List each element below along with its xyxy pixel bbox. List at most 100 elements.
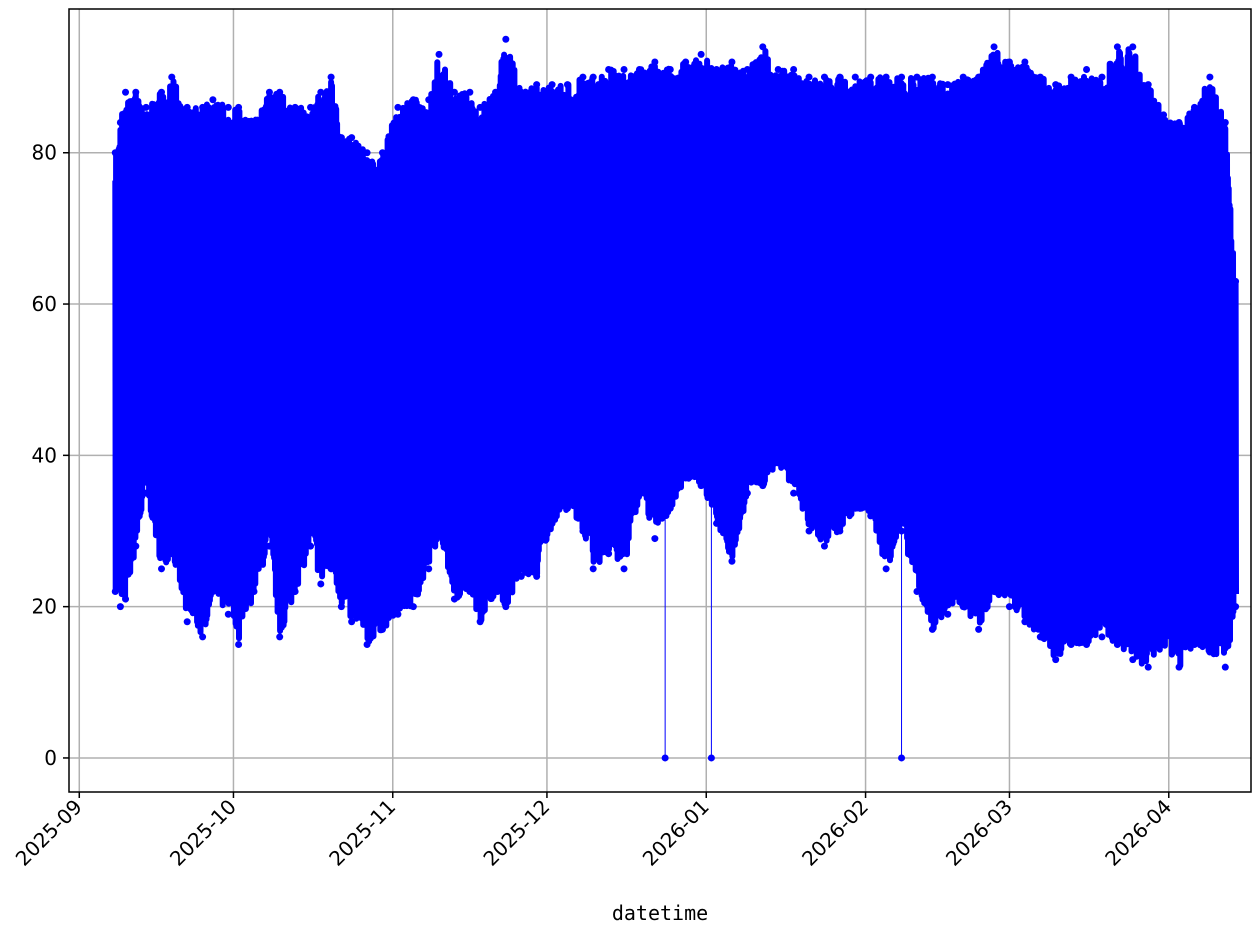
data-point-max xyxy=(1021,58,1029,66)
data-point-max xyxy=(913,73,921,81)
data-point-min xyxy=(394,610,402,618)
data-point-min xyxy=(1052,656,1060,664)
data-point-min xyxy=(605,550,613,558)
data-point-min xyxy=(851,504,859,512)
data-point-min xyxy=(913,588,921,596)
data-point-min xyxy=(450,595,458,603)
data-point-max xyxy=(1175,118,1183,126)
data-point-max xyxy=(836,73,844,81)
axes-frame xyxy=(68,8,1252,793)
data-point-max xyxy=(697,50,705,58)
data-point-max xyxy=(1083,66,1091,74)
data-point-max xyxy=(944,81,952,89)
x-tick-label: 2025-11 xyxy=(324,795,400,871)
data-point-max xyxy=(363,149,371,157)
data-point-max xyxy=(635,66,643,74)
data-point-max xyxy=(265,88,273,96)
data-point-min xyxy=(975,625,983,633)
data-point-max xyxy=(589,73,597,81)
data-point-max xyxy=(1144,81,1152,89)
data-point-min xyxy=(1206,648,1214,656)
data-point-min xyxy=(1083,640,1091,648)
data-point-max xyxy=(378,149,386,157)
data-point-min xyxy=(959,603,967,611)
data-point-min xyxy=(1175,663,1183,671)
outlier-point xyxy=(707,754,715,762)
data-point-min xyxy=(409,603,417,611)
data-point-min xyxy=(1232,603,1240,611)
data-point-max xyxy=(1232,277,1240,285)
data-point-max xyxy=(867,73,875,81)
data-point-max xyxy=(666,66,674,74)
data-point-max xyxy=(928,73,936,81)
data-point-max xyxy=(409,96,417,104)
data-point-max xyxy=(348,134,356,142)
data-point-max xyxy=(168,73,176,81)
data-point-min xyxy=(579,527,587,535)
data-point-min xyxy=(348,618,356,626)
outlier-point xyxy=(661,754,669,762)
data-point-min xyxy=(168,550,176,558)
outlier-point xyxy=(898,754,906,762)
data-point-max xyxy=(122,88,130,96)
data-point-min xyxy=(743,489,751,497)
data-point-min xyxy=(276,633,284,641)
data-point-max xyxy=(959,73,967,81)
y-tick-label: 0 xyxy=(44,746,57,770)
data-point-max xyxy=(291,103,299,111)
data-point-min xyxy=(944,610,952,618)
data-point-min xyxy=(1160,640,1168,648)
data-point-max xyxy=(605,66,613,74)
data-point-max xyxy=(502,35,510,43)
data-point-max xyxy=(1067,73,1075,81)
data-point-max xyxy=(563,81,571,89)
data-point-max xyxy=(337,134,345,142)
data-point-min xyxy=(563,504,571,512)
data-point-min xyxy=(928,625,936,633)
data-point-max xyxy=(142,103,150,111)
data-point-max xyxy=(466,88,474,96)
x-tick-label: 2026-02 xyxy=(797,795,873,871)
data-point-min xyxy=(1221,663,1229,671)
data-point-min xyxy=(224,610,232,618)
data-point-max xyxy=(682,58,690,66)
data-point-max xyxy=(435,50,443,58)
data-point-min xyxy=(307,542,315,550)
data-point-min xyxy=(882,565,890,573)
data-point-max xyxy=(517,88,525,96)
data-point-max xyxy=(492,88,500,96)
data-point-min xyxy=(728,557,736,565)
data-point-max xyxy=(276,88,284,96)
data-point-min xyxy=(111,588,119,596)
data-point-max xyxy=(620,66,628,74)
x-tick-label: 2025-12 xyxy=(478,795,554,871)
data-point-min xyxy=(1144,663,1152,671)
data-point-max xyxy=(990,43,998,51)
data-point-min xyxy=(122,595,130,603)
data-point-min xyxy=(132,542,140,550)
data-point-max xyxy=(1005,58,1013,66)
data-point-min xyxy=(682,474,690,482)
data-point-min xyxy=(435,527,443,535)
data-point-min xyxy=(235,640,243,648)
data-point-min xyxy=(651,535,659,543)
data-point-max xyxy=(394,103,402,111)
data-point-min xyxy=(533,572,541,580)
data-point-min xyxy=(466,588,474,596)
x-tick-label: 2026-03 xyxy=(941,795,1017,871)
data-point-max xyxy=(116,118,124,126)
data-point-min xyxy=(1005,603,1013,611)
data-point-max xyxy=(183,103,191,111)
data-point-min xyxy=(836,527,844,535)
data-point-min xyxy=(774,459,782,467)
data-point-max xyxy=(111,149,119,157)
data-point-max xyxy=(728,58,736,66)
x-axis-label: datetime xyxy=(612,901,708,925)
data-point-min xyxy=(291,588,299,596)
x-tick-label: 2025-10 xyxy=(165,795,241,871)
data-point-min xyxy=(250,588,258,596)
data-point-min xyxy=(337,603,345,611)
data-point-min xyxy=(790,489,798,497)
data-point-max xyxy=(759,43,767,51)
